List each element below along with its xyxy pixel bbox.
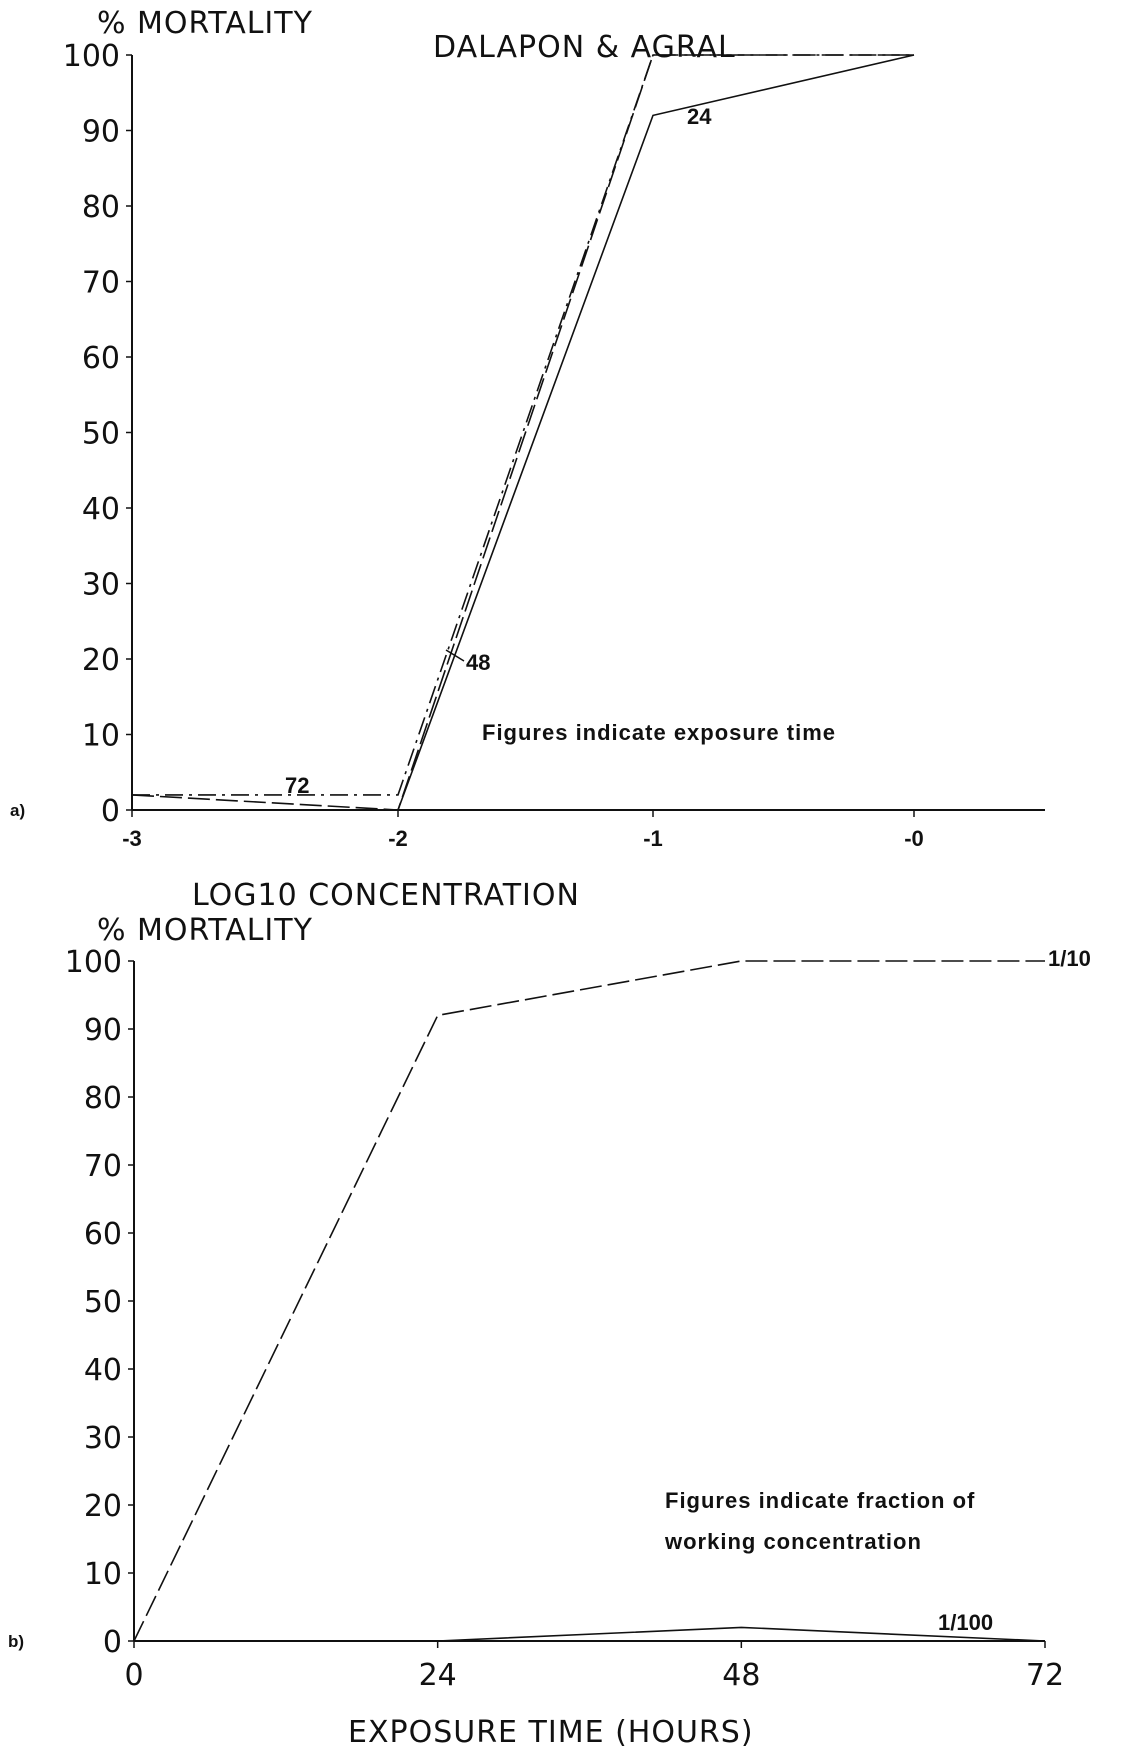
panel-b-annotation-line-2: working concentration <box>664 1529 922 1554</box>
x-tick-label: -1 <box>643 826 663 851</box>
series-line-24 <box>132 54 915 811</box>
panel-b-series <box>133 960 1046 1642</box>
y-tick-label: 90 <box>84 1013 122 1048</box>
y-tick-label: 20 <box>84 1489 122 1524</box>
series-line-72 <box>132 54 914 796</box>
series-line-1-100 <box>134 1626 1046 1642</box>
panel-a-ylabel: % MORTALITY <box>97 6 313 41</box>
panel-b-ylabel: % MORTALITY <box>97 913 313 948</box>
y-tick-label: 40 <box>84 1353 122 1388</box>
x-tick-label: 48 <box>722 1658 760 1693</box>
panel-a-y-ticks: 0 10 20 30 40 50 60 70 80 90 100 <box>63 39 132 829</box>
y-tick-label: 100 <box>63 39 120 74</box>
panel-b-tag: b) <box>8 1632 24 1651</box>
panel-a-annotation: Figures indicate exposure time <box>482 720 836 745</box>
panel-a: % MORTALITY DALAPON & AGRAL a) LOG10 CON… <box>10 6 1045 913</box>
series-label-48: 48 <box>466 650 490 675</box>
y-tick-label: 30 <box>82 568 120 603</box>
panel-b-x-ticks: 0 24 48 72 <box>124 1641 1064 1693</box>
x-tick-label: -0 <box>904 826 924 851</box>
x-tick-label: 0 <box>124 1658 143 1693</box>
y-tick-label: 10 <box>82 719 120 754</box>
panel-b-y-ticks: 0 10 20 30 40 50 60 70 80 90 100 <box>65 945 134 1660</box>
panel-b-annotation-line-1: Figures indicate fraction of <box>665 1488 975 1513</box>
y-tick-label: 50 <box>84 1285 122 1320</box>
series-line-48 <box>131 54 914 811</box>
y-tick-label: 20 <box>82 643 120 678</box>
series-label-72: 72 <box>285 773 309 798</box>
panel-a-title: DALAPON & AGRAL <box>433 30 736 65</box>
y-tick-label: 80 <box>82 190 120 225</box>
panel-b-xlabel: EXPOSURE TIME (HOURS) <box>348 1715 754 1747</box>
series-48-leader <box>445 649 465 662</box>
x-tick-label: -3 <box>122 826 142 851</box>
y-tick-label: 60 <box>82 341 120 376</box>
y-tick-label: 0 <box>103 1625 122 1660</box>
panel-a-x-ticks: -3 -2 -1 -0 <box>122 810 924 851</box>
y-tick-label: 100 <box>65 945 122 980</box>
x-tick-label: -2 <box>388 826 408 851</box>
y-tick-label: 0 <box>101 794 120 829</box>
x-tick-label: 72 <box>1026 1658 1064 1693</box>
x-tick-label: 24 <box>419 1658 457 1693</box>
y-tick-label: 40 <box>82 492 120 527</box>
y-tick-label: 80 <box>84 1081 122 1116</box>
series-label-1-100: 1/100 <box>938 1610 993 1635</box>
y-tick-label: 50 <box>82 417 120 452</box>
y-tick-label: 30 <box>84 1421 122 1456</box>
panel-a-xlabel: LOG10 CONCENTRATION <box>192 878 580 913</box>
series-label-24: 24 <box>687 104 712 129</box>
y-tick-label: 10 <box>84 1557 122 1592</box>
y-tick-label: 60 <box>84 1217 122 1252</box>
series-line-1-10 <box>133 960 1045 1642</box>
panel-a-axes <box>131 55 1045 811</box>
y-tick-label: 70 <box>84 1149 122 1184</box>
series-label-1-10: 1/10 <box>1048 946 1091 971</box>
y-tick-label: 70 <box>82 266 120 301</box>
panel-a-tag: a) <box>10 801 25 820</box>
y-tick-label: 90 <box>82 115 120 150</box>
panel-b: % MORTALITY b) EXPOSURE TIME (HOURS) Fig… <box>8 913 1091 1747</box>
panel-a-series <box>131 54 915 811</box>
